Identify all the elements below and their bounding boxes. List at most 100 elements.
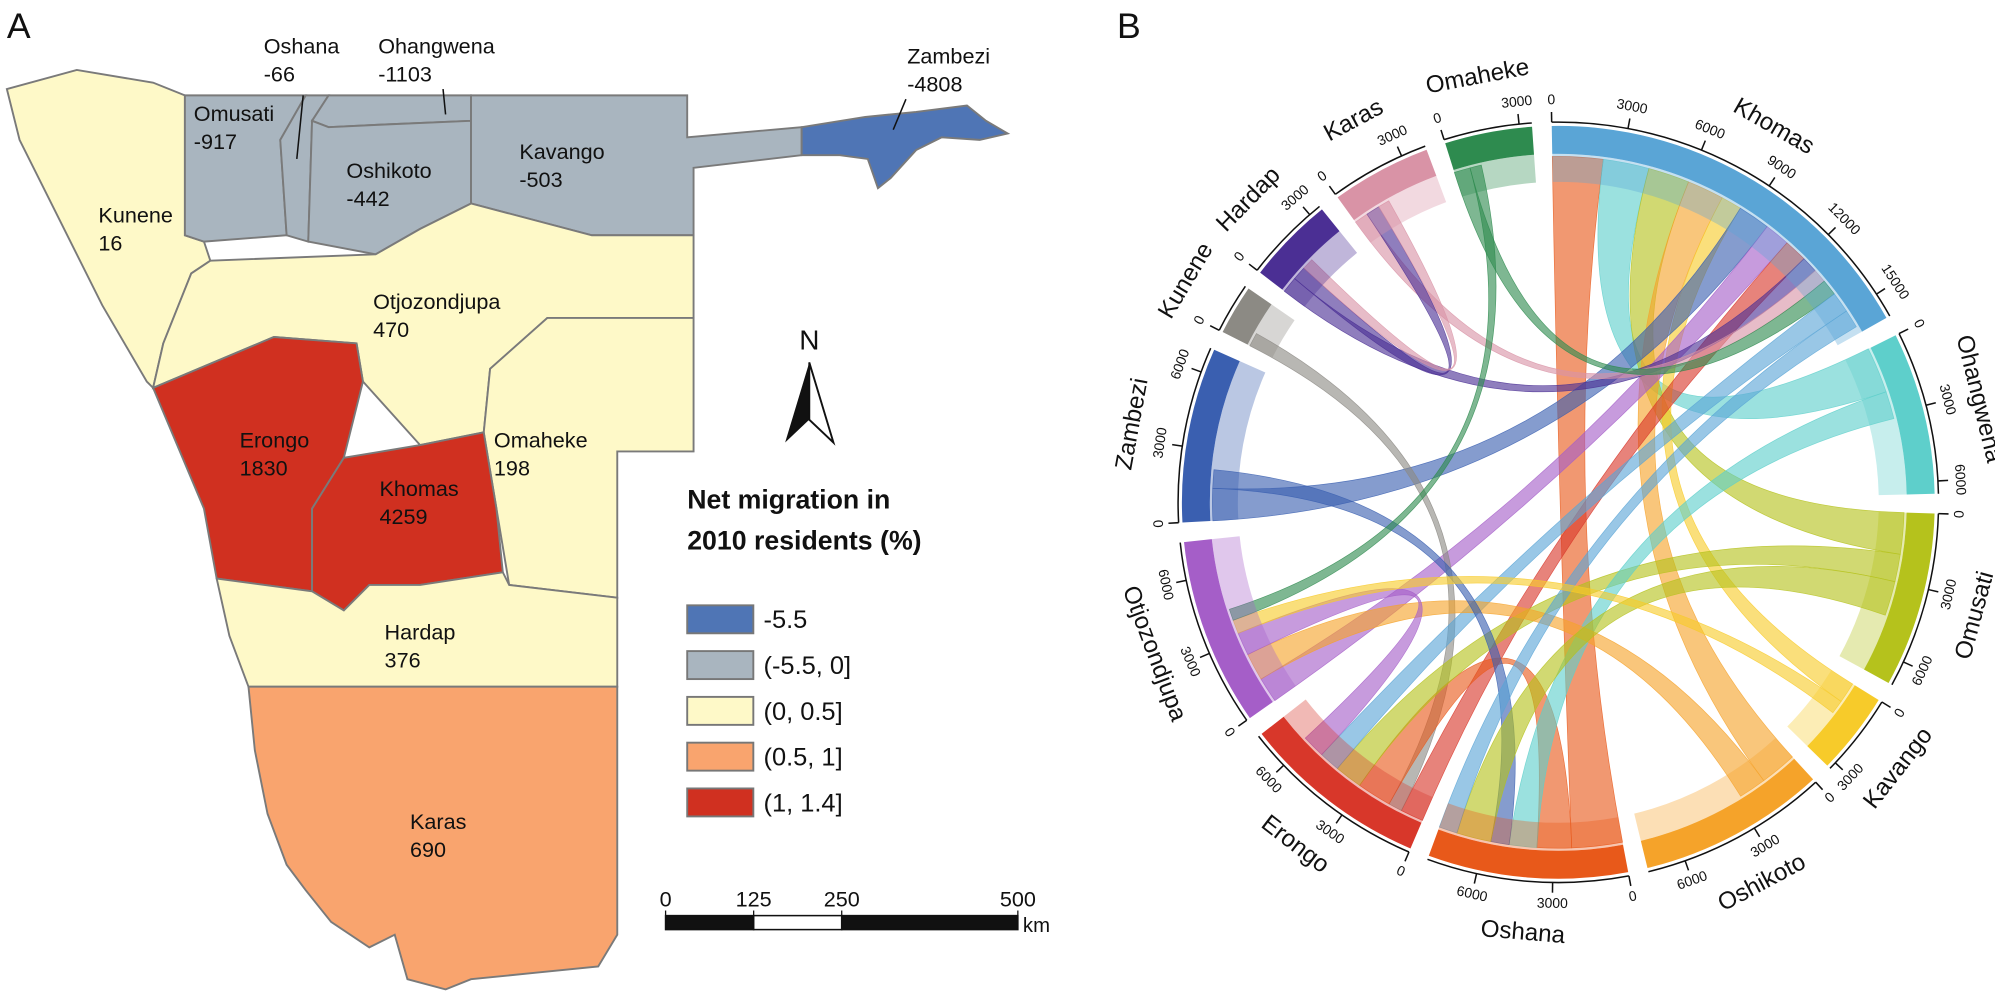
sector-name: Zambezi [1110,376,1153,472]
sector-tick-label: 3000 [1313,816,1348,847]
scale-label: 0 [660,887,672,912]
leader-line [442,88,447,115]
region-name: Kunene [98,203,173,228]
sector-tick-label: 6000 [1167,347,1193,382]
region-value: -917 [194,129,237,154]
sector-tick [1168,521,1179,524]
sector-tick-label: 6000 [1675,867,1710,893]
sector-name: Hardap [1211,161,1286,237]
region-name: Ohangwena [378,33,496,58]
sector-tick-label: 3000 [1834,760,1867,794]
sector-inner [1282,231,1358,307]
chord [1661,197,1854,702]
sector-tick [1517,113,1520,125]
legend-label: -5.5 [764,606,808,634]
sector-tick [1275,764,1285,773]
sector-tick [1827,226,1837,236]
region-value: -1103 [378,61,432,86]
sector-tick-label: 0 [1150,519,1166,528]
sector-name: Khomas [1729,92,1819,160]
region-value: 4259 [379,504,427,529]
sector-tick-label: 0 [1821,788,1838,805]
sector-tick-label: 3000 [1936,382,1959,416]
region [247,685,619,991]
sector-tick-label: 0 [1431,109,1443,127]
sector-tick [1700,140,1707,151]
chord [1228,164,1497,621]
region-value: 690 [410,837,446,862]
sector-tick [1237,719,1248,727]
sector-tick [1768,177,1776,187]
scale-bar-segment [752,914,843,931]
sector-name: Ohangwena [1951,332,1995,466]
sector-inner [1552,153,1863,346]
chord [1453,167,1835,375]
region-name: Hardap [385,620,456,645]
sector-tick [1248,263,1258,271]
panel-label: B [1117,6,1141,46]
sector-tick-label: 0 [1890,705,1908,720]
legend-label: (-5.5, 0] [764,652,852,680]
scale-label: 500 [1000,887,1036,912]
sector-tick [1209,324,1220,331]
region-name: Otjozondjupa [373,289,501,314]
sector-tick [1628,875,1632,887]
axis-arc [1443,122,1532,141]
sector-tick [1176,579,1187,584]
sector-arc [1445,126,1535,170]
sector-tick-label: 6000 [1908,653,1936,688]
axis-arc [1179,542,1248,721]
sector-tick [1440,129,1445,140]
chord [1212,469,1516,846]
region-value: 470 [373,317,409,342]
chord [1321,293,1847,769]
north-arrow [808,362,836,446]
sector-arc [1640,758,1814,869]
sector-arc [1222,288,1272,345]
sector-tick-label: 0 [1394,862,1408,880]
sector-arc [1864,512,1935,683]
legend-swatch [686,741,755,772]
region-value: -66 [264,61,295,86]
sector-tick-label: 6000 [1155,568,1177,602]
north-arrow [785,362,810,443]
axis-arc [1427,858,1630,884]
chord [1508,391,1895,848]
legend-label: (0.5, 1] [764,744,843,772]
legend-swatch [686,604,755,635]
region-value: 198 [494,456,530,481]
axis-arc [1256,205,1321,271]
region-value: -503 [519,167,562,192]
legend-swatch [686,695,755,726]
sector-inner [1839,511,1907,670]
chord [1456,566,1896,842]
map: Kunene 16 Omusati -917 Oshana -66 Ohangwena -11… [5,33,1050,991]
chord [1637,181,1793,782]
sector-tick-label: 3000 [1747,831,1782,861]
sector-tick-label: 0 [1547,91,1555,107]
chord [1400,242,1805,821]
sector-tick [1834,762,1844,771]
region-name: Kavango [519,139,604,164]
sector-tick [1898,328,1909,335]
axis-arc [1334,145,1426,195]
sector-inner [1211,536,1296,703]
sector-name: Kavango [1858,722,1938,814]
region [800,104,1011,190]
region-value: 16 [98,231,122,256]
sector-tick-label: 3000 [1177,644,1204,679]
sector-tick-label: 6000 [1952,464,1970,496]
legend-title: Net migration in [687,485,890,515]
sector-inner [1453,154,1536,197]
sector-tick-label: 0 [1627,887,1638,904]
sector-tick-label: 3000 [1375,121,1410,148]
region-value: 376 [385,648,421,673]
sector-tick [1928,588,1939,593]
sector-name: Kunene [1153,238,1219,323]
legend-title: 2010 residents (%) [687,525,921,555]
sector-tick [1404,851,1410,862]
region-value: -442 [346,186,389,211]
sector-arc [1551,125,1887,332]
chord [1438,310,1857,834]
